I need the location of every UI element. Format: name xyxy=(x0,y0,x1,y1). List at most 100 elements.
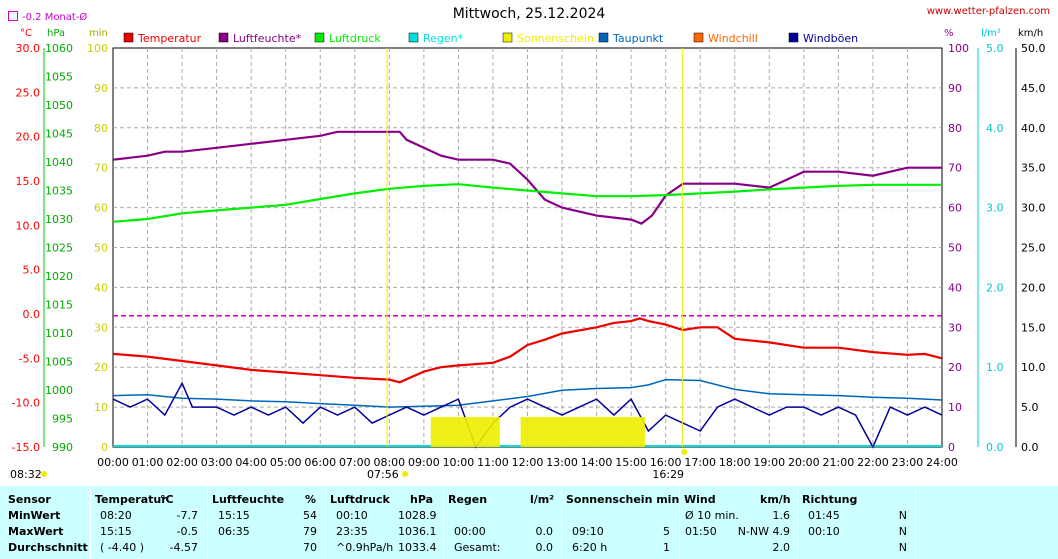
table-header: Luftdruck xyxy=(330,493,390,506)
table-cell: N xyxy=(898,525,907,538)
temp-tick-label: -5.0 xyxy=(19,352,40,365)
legend-entry: Windchill xyxy=(708,32,758,45)
x-tick-label: 07:00 xyxy=(339,456,371,469)
legend-swatch xyxy=(693,32,704,43)
table-header: Richtung xyxy=(802,493,858,506)
minutes-tick-label: 60 xyxy=(94,202,108,215)
press-tick-label: 1010 xyxy=(45,327,73,340)
table-cell: 1033.4 xyxy=(398,541,437,554)
temp-tick-label: 5.0 xyxy=(23,264,41,277)
series-line-temperatur xyxy=(112,317,943,384)
wind-tick-label: 40.0 xyxy=(1021,122,1046,135)
x-tick-label: 00:00 xyxy=(97,456,129,469)
temp-tick-label: -15.0 xyxy=(12,441,40,454)
sunshine-block xyxy=(430,417,500,447)
table-header: hPa xyxy=(410,493,434,506)
press-tick-label: 1015 xyxy=(45,299,73,312)
pct-tick-label: 50 xyxy=(948,242,962,255)
rain-tick-label: 1.0 xyxy=(986,361,1004,374)
legend-swatch xyxy=(123,32,134,43)
x-tick-label: 23:00 xyxy=(892,456,924,469)
legend-entry: Windböen xyxy=(803,32,858,45)
x-tick-label: 18:00 xyxy=(719,456,751,469)
temp-tick-label: 10.0 xyxy=(16,219,41,232)
table-cell: 06:35 xyxy=(218,525,250,538)
table-cell: ^0.9hPa/h xyxy=(336,541,394,554)
table-cell: 2.0 xyxy=(772,541,791,554)
series-line-windben xyxy=(112,381,943,449)
table-header: °C xyxy=(160,493,174,506)
x-tick-label: 06:00 xyxy=(304,456,336,469)
monat-legend-box xyxy=(8,11,18,21)
unit-label-lm2: l/m² xyxy=(981,28,1001,39)
current-time-dot xyxy=(41,471,47,477)
monat-average-label: -0.2 Monat-Ø xyxy=(8,11,87,23)
table-cell: Gesamt: xyxy=(454,541,501,554)
legend-swatch xyxy=(502,32,513,43)
x-tick-label: 08:00 xyxy=(373,456,405,469)
wind-tick-label: 50.0 xyxy=(1021,42,1046,55)
legend-entry: Regen* xyxy=(423,32,464,45)
x-tick-label: 19:00 xyxy=(753,456,785,469)
x-tick-label: 09:00 xyxy=(408,456,440,469)
temp-tick-label: 15.0 xyxy=(16,175,41,188)
x-tick-label: 14:00 xyxy=(581,456,613,469)
x-tick-label: 22:00 xyxy=(857,456,889,469)
wind-tick-label: 35.0 xyxy=(1021,162,1046,175)
temp-tick-label: -10.0 xyxy=(12,397,40,410)
legend-entry: Taupunkt xyxy=(612,32,664,45)
temp-tick-label: 25.0 xyxy=(16,86,41,99)
table-cell: 15:15 xyxy=(100,525,132,538)
pct-tick-label: 60 xyxy=(948,202,962,215)
press-tick-label: 1000 xyxy=(45,384,73,397)
table-cell: 09:10 xyxy=(572,525,604,538)
table-header: km/h xyxy=(760,493,791,506)
x-tick-label: 02:00 xyxy=(166,456,198,469)
sunset-label: 16:29 xyxy=(652,468,684,481)
wind-tick-label: 30.0 xyxy=(1021,202,1046,215)
temp-tick-label: 0.0 xyxy=(23,308,41,321)
minutes-tick-label: 40 xyxy=(94,281,108,294)
wind-tick-label: 15.0 xyxy=(1021,321,1046,334)
sunrise-label: 07:56 xyxy=(367,468,399,481)
table-cell: 70 xyxy=(303,541,317,554)
press-tick-label: 1020 xyxy=(45,270,73,283)
minutes-tick-label: 10 xyxy=(94,401,108,414)
table-row-label: MinWert xyxy=(8,509,61,522)
press-tick-label: 995 xyxy=(52,413,73,426)
pct-tick-label: 100 xyxy=(948,42,969,55)
legend-swatch xyxy=(218,32,229,43)
temp-tick-label: 20.0 xyxy=(16,131,41,144)
pct-tick-label: 20 xyxy=(948,361,962,374)
pct-tick-label: 90 xyxy=(948,82,962,95)
wind-tick-label: 20.0 xyxy=(1021,281,1046,294)
table-cell: 1.6 xyxy=(772,509,791,522)
table-cell: 1036.1 xyxy=(398,525,437,538)
table-cell: 00:10 xyxy=(808,525,840,538)
wind-tick-label: 10.0 xyxy=(1021,361,1046,374)
table-header: Temperatur xyxy=(95,493,167,506)
unit-label-kmh: km/h xyxy=(1018,28,1043,39)
press-tick-label: 1030 xyxy=(45,213,73,226)
table-header: Wind xyxy=(684,493,716,506)
minutes-tick-label: 100 xyxy=(87,42,108,55)
minutes-tick-label: 20 xyxy=(94,361,108,374)
site-link[interactable]: www.wetter-pfalzen.com xyxy=(926,6,1050,17)
table-cell: 6:20 h xyxy=(572,541,608,554)
table-column-separator xyxy=(797,486,798,559)
pct-tick-label: 30 xyxy=(948,321,962,334)
table-cell: 08:20 xyxy=(100,509,132,522)
x-tick-label: 15:00 xyxy=(615,456,647,469)
rain-tick-label: 5.0 xyxy=(986,42,1004,55)
table-header: Sensor xyxy=(8,493,51,506)
table-cell: -0.5 xyxy=(176,525,198,538)
x-tick-label: 04:00 xyxy=(235,456,267,469)
minutes-tick-label: 0 xyxy=(101,441,108,454)
legend-entry: Luftdruck xyxy=(329,32,381,45)
pct-tick-label: 80 xyxy=(948,122,962,135)
press-tick-label: 1005 xyxy=(45,356,73,369)
temp-tick-label: 30.0 xyxy=(16,42,41,55)
legend-swatch xyxy=(598,32,609,43)
unit-label-celsius: °C xyxy=(20,28,32,39)
table-cell: ( -4.40 ) xyxy=(100,541,145,554)
